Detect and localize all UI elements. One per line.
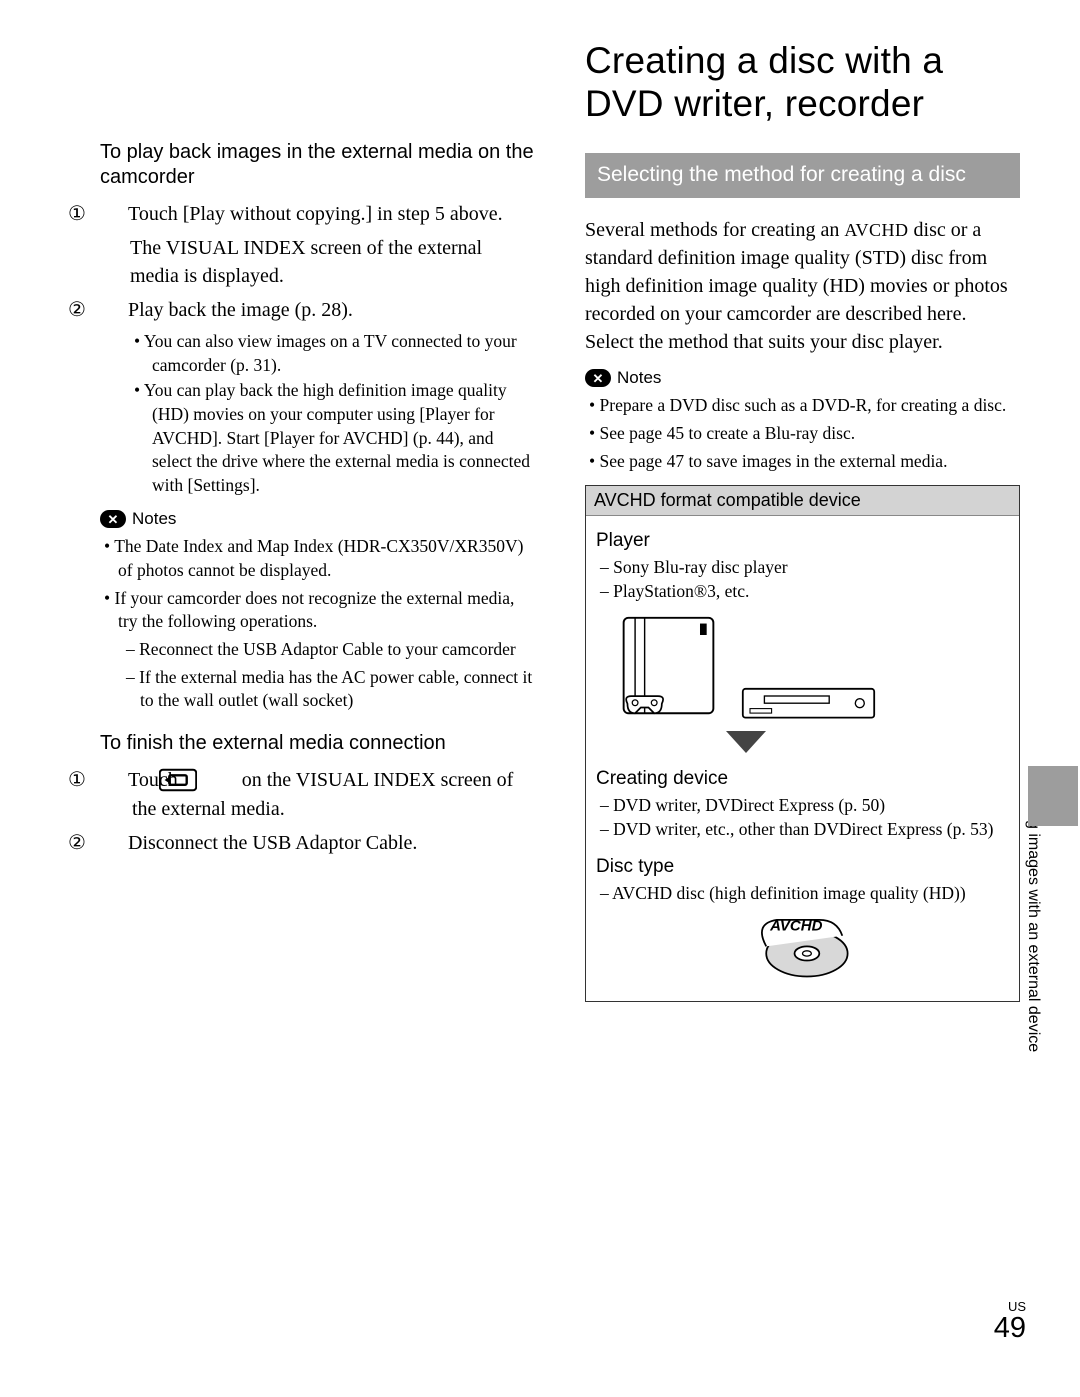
step-2-bullet: You can play back the high definition im… (100, 379, 535, 497)
player-title: Player (596, 530, 1009, 552)
disc-title: Disc type (596, 856, 1009, 878)
intro-avchd: AVCHD (844, 220, 908, 240)
step-2-marker: ② (100, 296, 128, 324)
note-item: See page 47 to save images in the extern… (585, 450, 1020, 474)
creating-item: DVD writer, DVDirect Express (p. 50) (596, 794, 1009, 818)
player-item: Sony Blu-ray disc player (596, 556, 1009, 580)
finish-step-2-marker: ② (100, 829, 128, 857)
step-1-text-post: The VISUAL INDEX screen of the external … (100, 234, 535, 290)
step-1-text-pre: Touch [Play without copying.] in step 5 … (128, 203, 503, 225)
avchd-disc-label: AVCHD (769, 918, 822, 935)
side-tab: Saving images with an external device (1024, 780, 1044, 1090)
arrow-down-icon (616, 729, 876, 760)
page-footer: US 49 (994, 1299, 1026, 1343)
intro-paragraph: Several methods for creating an AVCHD di… (585, 216, 1020, 356)
notes-label: Notes (132, 509, 176, 529)
page-number: 49 (994, 1314, 1026, 1343)
disc-item: AVCHD disc (high definition image qualit… (596, 882, 1009, 906)
left-column: To play back images in the external medi… (100, 40, 535, 1002)
bluray-player-icon (741, 687, 876, 723)
note-item: See page 45 to create a Blu-ray disc. (585, 422, 1020, 446)
section-bar: Selecting the method for creating a disc (585, 153, 1020, 198)
step-1: ①Touch [Play without copying.] in step 5… (100, 200, 535, 228)
compat-header: AVCHD format compatible device (586, 486, 1019, 516)
notes-icon: ✕ (585, 369, 611, 387)
step-2-bullet: You can also view images on a TV connect… (100, 330, 535, 377)
subheading-playback: To play back images in the external medi… (100, 140, 535, 190)
ps3-icon (616, 614, 721, 724)
device-illustration (616, 614, 1009, 724)
note-item: Prepare a DVD disc such as a DVD-R, for … (585, 394, 1020, 418)
page: To play back images in the external medi… (0, 0, 1080, 1002)
finish-step-1: ①Touch on the VISUAL INDEX screen of the… (100, 766, 535, 823)
player-item: PlayStation®3, etc. (596, 580, 1009, 604)
subheading-finish: To finish the external media connection (100, 731, 535, 756)
return-icon (191, 768, 229, 792)
notes-header: ✕ Notes (100, 509, 535, 529)
creating-item: DVD writer, etc., other than DVDirect Ex… (596, 818, 1009, 842)
right-column: Creating a disc with a DVD writer, recor… (585, 40, 1020, 1002)
compat-box: AVCHD format compatible device Player So… (585, 485, 1020, 1002)
step-1-marker: ① (100, 200, 128, 228)
notes-header-right: ✕ Notes (585, 368, 1020, 388)
notes-label: Notes (617, 368, 661, 388)
creating-title: Creating device (596, 768, 1009, 790)
disc-illustration: AVCHD (596, 911, 1009, 987)
note-item: The Date Index and Map Index (HDR-CX350V… (100, 535, 535, 582)
note-sub-item: If the external media has the AC power c… (100, 666, 535, 713)
side-tab-bg (1028, 766, 1078, 826)
note-item: If your camcorder does not recognize the… (100, 587, 535, 634)
note-sub-item: Reconnect the USB Adaptor Cable to your … (100, 638, 535, 662)
step-2: ②Play back the image (p. 28). (100, 296, 535, 324)
finish-step-2: ②Disconnect the USB Adaptor Cable. (100, 829, 535, 857)
finish-2-text: Disconnect the USB Adaptor Cable. (128, 832, 417, 854)
notes-icon: ✕ (100, 510, 126, 528)
step-2-text: Play back the image (p. 28). (128, 299, 353, 321)
compat-body: Player Sony Blu-ray disc player PlayStat… (586, 516, 1019, 1001)
intro-pre: Several methods for creating an (585, 219, 844, 241)
page-title: Creating a disc with a DVD writer, recor… (585, 40, 1020, 125)
finish-step-1-marker: ① (100, 766, 128, 794)
